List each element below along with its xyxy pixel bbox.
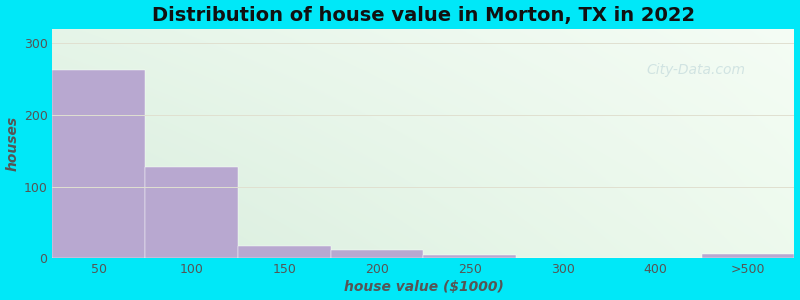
Bar xyxy=(702,254,794,258)
Text: City-Data.com: City-Data.com xyxy=(646,63,745,77)
Y-axis label: houses: houses xyxy=(6,116,19,171)
Bar xyxy=(146,167,238,258)
Title: Distribution of house value in Morton, TX in 2022: Distribution of house value in Morton, T… xyxy=(152,6,695,25)
Bar xyxy=(238,245,330,258)
Bar xyxy=(423,255,516,258)
Bar xyxy=(53,70,146,258)
X-axis label: house value ($1000): house value ($1000) xyxy=(343,280,503,294)
Bar xyxy=(330,250,423,258)
